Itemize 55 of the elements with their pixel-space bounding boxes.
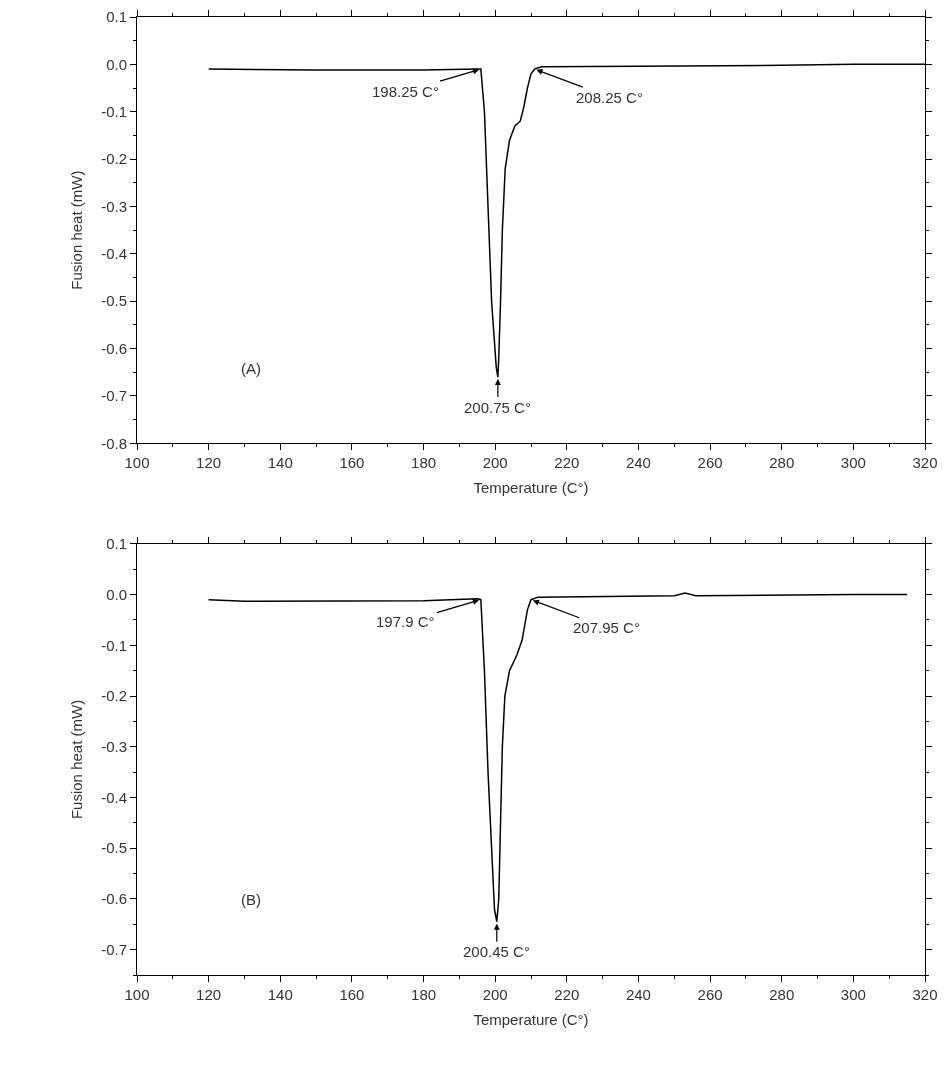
x-tick-label: 200 [482,454,508,472]
y-tick-label: -0.4 [101,245,127,263]
y-tick-label: -0.6 [101,890,127,908]
annotation: 197.9 C° [376,613,435,630]
x-tick-label: 140 [267,986,293,1003]
x-tick-label: 120 [196,986,222,1003]
annotation: 208.25 C° [576,89,643,106]
y-tick-label: 0.1 [106,535,127,553]
x-tick-label: 220 [554,454,580,472]
x-tick-label: 260 [697,986,723,1003]
x-axis-title: Temperature (C°) [473,1011,589,1028]
x-tick-label: 180 [411,986,437,1003]
y-tick-label: 0.0 [106,585,127,603]
y-tick-label: -0.1 [101,636,127,654]
y-tick-label: -0.3 [101,197,127,215]
x-tick-label: 240 [625,986,651,1003]
x-tick-label: 260 [697,454,723,472]
y-tick-label: -0.5 [101,839,127,857]
x-tick-label: 320 [912,986,938,1003]
x-tick-label: 300 [840,454,866,472]
y-tick-label: -0.2 [101,687,127,705]
y-tick-label: 0.0 [106,55,127,73]
y-tick-label: -0.7 [101,387,127,405]
y-tick-label: -0.4 [101,788,127,806]
x-tick-label: 100 [124,454,150,472]
y-tick-label: 0.1 [106,8,127,26]
x-tick-label: 120 [196,454,222,472]
y-tick-label: -0.2 [101,150,127,168]
y-tick-label: -0.1 [101,102,127,120]
x-axis-title: Temperature (C°) [473,479,589,497]
x-tick-label: 280 [769,986,795,1003]
annotation: 200.75 C° [464,399,531,416]
x-tick-label: 320 [912,454,938,472]
annotation: 198.25 C° [372,83,439,100]
y-tick-label: -0.8 [101,434,127,452]
x-tick-label: 280 [769,454,795,472]
x-tick-label: 300 [840,986,866,1003]
y-axis-title: Fusion heat (mW) [68,699,86,820]
annotation: (B) [241,891,261,908]
annotation: (A) [241,360,261,377]
x-tick-label: 180 [411,454,437,472]
x-tick-label: 160 [339,986,365,1003]
x-tick-label: 240 [625,454,651,472]
x-tick-label: 220 [554,986,580,1003]
x-tick-label: 200 [482,986,508,1003]
y-axis-title: Fusion heat (mW) [68,170,86,290]
x-tick-label: 140 [267,454,293,472]
y-tick-label: -0.7 [101,940,127,958]
y-tick-label: -0.3 [101,738,127,756]
annotation: 207.95 C° [573,619,640,636]
y-tick-label: -0.6 [101,339,127,357]
annotation: 200.45 C° [463,943,530,960]
x-tick-label: 100 [124,986,150,1003]
y-tick-label: -0.5 [101,292,127,310]
x-tick-label: 160 [339,454,365,472]
